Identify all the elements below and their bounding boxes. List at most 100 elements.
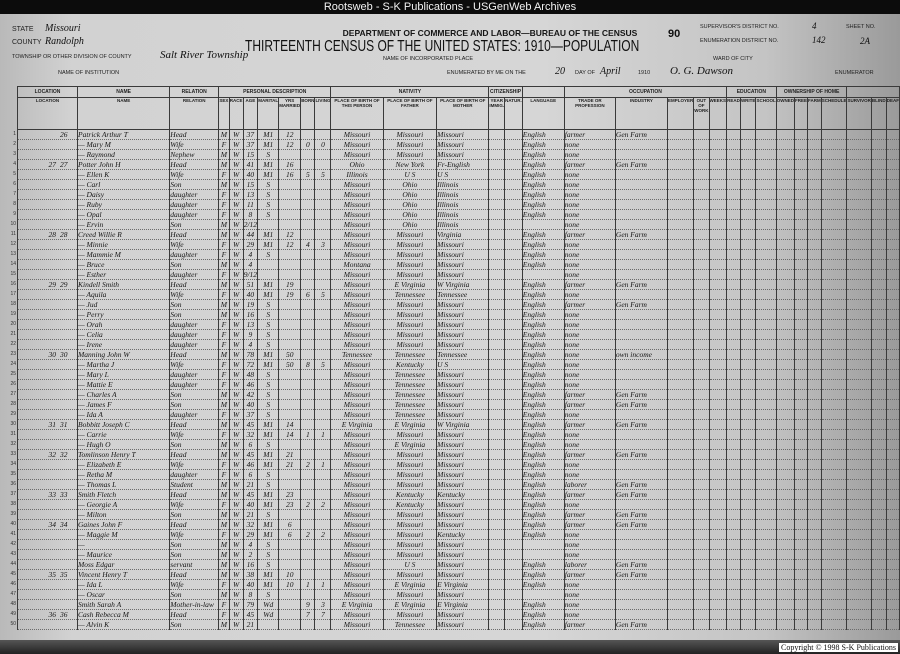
immigration-year-cell	[488, 509, 506, 520]
blank-cell	[793, 379, 808, 390]
dwelling-number: 28	[48, 230, 57, 239]
blank-cell	[726, 539, 741, 550]
blank-cell	[666, 159, 695, 170]
mother-birthplace-cell: Missouri	[436, 379, 490, 390]
census-sheet: State Missouri County Randolph Township …	[0, 14, 900, 640]
name-cell: —	[76, 539, 171, 550]
birthplace-cell: Missouri	[330, 469, 384, 480]
name-cell: Vincent Henry T	[76, 569, 171, 580]
blank-cell	[806, 299, 822, 310]
enumeration-month: April	[600, 66, 621, 77]
children-living-cell: 5	[314, 359, 332, 370]
blank-cell	[726, 389, 741, 400]
language-cell: English	[521, 289, 565, 300]
blank-cell	[793, 569, 808, 580]
blank-cell	[806, 569, 822, 580]
blank-cell	[755, 459, 777, 470]
blank-cell	[870, 609, 887, 620]
blank-cell	[739, 529, 757, 540]
occupation-cell: none	[563, 439, 616, 450]
birthplace-cell: Montana	[330, 259, 384, 270]
blank-cell	[793, 209, 808, 220]
group-occupation: Occupation	[563, 86, 728, 98]
language-cell: English	[521, 569, 565, 580]
blank-cell	[806, 509, 822, 520]
blank-cell	[775, 399, 795, 410]
line-number: 50	[10, 621, 16, 627]
blank-cell	[870, 549, 887, 560]
relation-cell: Head	[169, 489, 220, 500]
blank-cell	[708, 409, 728, 420]
naturalization-cell	[504, 259, 523, 270]
blank-cell	[885, 359, 900, 370]
age-cell: 15	[242, 179, 259, 190]
blank-cell	[870, 509, 887, 520]
birthplace-cell: Missouri	[330, 459, 384, 470]
race-cell: W	[228, 169, 244, 180]
line-number: 46	[10, 581, 16, 587]
enumeration-district-label: Enumeration District No.	[700, 38, 779, 44]
industry-cell	[614, 219, 669, 230]
naturalization-cell	[504, 559, 523, 570]
mother-birthplace-cell: Missouri	[436, 319, 490, 330]
immigration-year-cell	[488, 559, 506, 570]
blank-cell	[820, 249, 848, 260]
race-cell: W	[228, 279, 244, 290]
blank-cell	[885, 239, 900, 250]
blank-cell	[708, 469, 728, 480]
marital-status-cell: S	[257, 469, 280, 480]
name-cell: Moss Edgar	[76, 559, 171, 570]
children-born-cell: 9	[300, 599, 316, 610]
blank-cell	[846, 449, 872, 460]
mother-birthplace-cell: Tennessee	[436, 289, 490, 300]
blank-cell	[693, 229, 710, 240]
table-row: — Maggie M Wife F W 29 M1 6 2 2 Missouri Missouri K…	[17, 529, 900, 540]
occupation-cell: none	[563, 319, 616, 330]
mother-birthplace-cell: Missouri	[436, 619, 490, 630]
blank-cell	[726, 329, 741, 340]
marital-status-cell: S	[257, 409, 280, 420]
column-header: Owned	[775, 97, 795, 130]
scan-edge	[0, 640, 900, 654]
blank-cell	[666, 339, 695, 350]
naturalization-cell	[504, 179, 523, 190]
years-married-cell	[278, 369, 302, 380]
blank-cell	[775, 289, 795, 300]
blank-cell	[755, 339, 777, 350]
blank-cell	[775, 439, 795, 450]
marital-status-cell: S	[257, 339, 280, 350]
father-birthplace-cell: Missouri	[382, 429, 438, 440]
blank-cell	[666, 389, 695, 400]
years-married-cell	[278, 469, 302, 480]
mother-birthplace-cell: Illinois	[436, 209, 490, 220]
blank-cell	[693, 129, 710, 140]
birthplace-cell: Missouri	[330, 149, 384, 160]
column-header: Free	[793, 97, 808, 130]
location-cell	[17, 379, 78, 390]
sex-cell: M	[218, 489, 230, 500]
blank-cell	[846, 499, 872, 510]
blank-cell	[820, 539, 848, 550]
children-living-cell	[314, 559, 332, 570]
blank-cell	[708, 479, 728, 490]
blank-cell	[793, 439, 808, 450]
naturalization-cell	[504, 129, 523, 140]
location-cell	[17, 619, 78, 630]
mother-birthplace-cell: Missouri	[436, 449, 490, 460]
blank-cell	[820, 239, 848, 250]
blank-cell	[885, 409, 900, 420]
children-living-cell	[314, 509, 332, 520]
immigration-year-cell	[488, 199, 506, 210]
blank-cell	[846, 569, 872, 580]
immigration-year-cell	[488, 289, 506, 300]
line-number: 45	[10, 571, 16, 577]
children-living-cell	[314, 249, 332, 260]
children-born-cell	[300, 349, 316, 360]
birthplace-cell: Missouri	[330, 379, 384, 390]
blank-cell	[739, 449, 757, 460]
language-cell: English	[521, 439, 565, 450]
industry-cell	[614, 149, 669, 160]
birthplace-cell: Missouri	[330, 589, 384, 600]
children-born-cell	[300, 619, 316, 630]
name-cell: — Maggie M	[76, 529, 171, 540]
